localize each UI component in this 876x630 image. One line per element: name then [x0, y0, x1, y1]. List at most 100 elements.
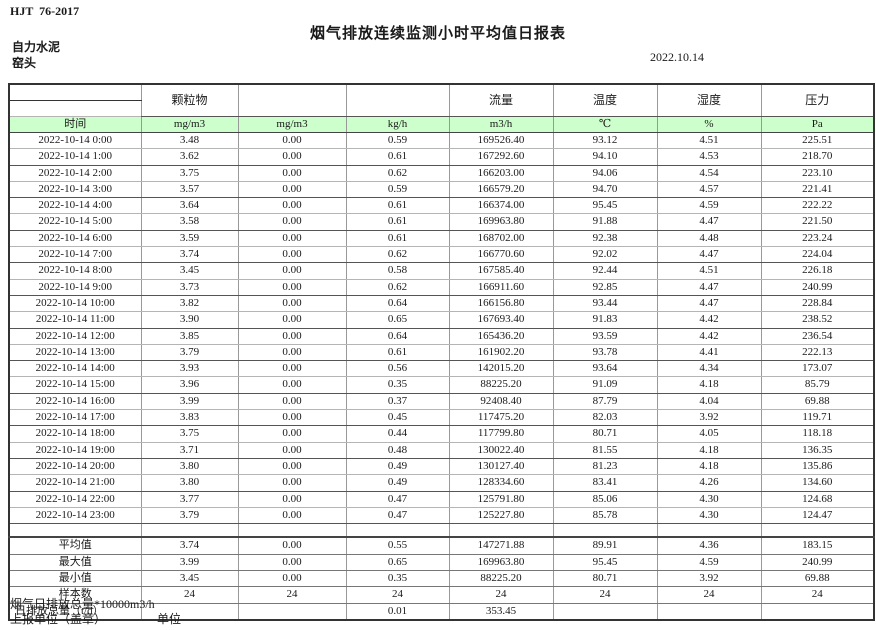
cell-pressure: 240.99: [761, 279, 875, 296]
cell-humidity: 24: [657, 586, 762, 604]
cell-kgh: 0.61: [346, 344, 450, 362]
table-row: 最小值 3.45 0.00 0.35 88225.20 80.71 3.92 6…: [9, 570, 875, 588]
cell-temperature: 85.78: [553, 507, 658, 525]
cell-flow: 166770.60: [449, 246, 554, 264]
header-cell-particulate: 颗粒物: [141, 84, 239, 117]
cell-kgh: 0.35: [346, 570, 450, 588]
cell-humidity: 4.04: [657, 393, 762, 411]
cell-temperature: 80.71: [553, 570, 658, 588]
cell-mgm3: 0.00: [238, 148, 347, 166]
unit-cell-mgm3-2: mg/m3: [238, 116, 347, 133]
cell-pressure: 221.41: [761, 181, 875, 199]
cell-pressure: 222.22: [761, 197, 875, 215]
cell-pressure: 124.47: [761, 507, 875, 525]
cell-particulate: 3.79: [141, 344, 239, 362]
report-date: 2022.10.14: [650, 50, 704, 64]
cell-humidity: 4.47: [657, 279, 762, 296]
spacer-cell: [553, 523, 658, 539]
table-row: 2022-10-14 23:00 3.79 0.00 0.47 125227.8…: [9, 507, 875, 525]
cell-time: 2022-10-14 22:00: [9, 491, 142, 508]
spacer-cell: [761, 523, 875, 539]
cell-pressure: 119.71: [761, 409, 875, 427]
standard-label: HJT 76-2017: [10, 4, 80, 18]
cell-flow: 167693.40: [449, 311, 554, 329]
table-row: 2022-10-14 13:00 3.79 0.00 0.61 161902.2…: [9, 344, 875, 362]
table-row: 2022-10-14 11:00 3.90 0.00 0.65 167693.4…: [9, 311, 875, 329]
table-row: 最大值 3.99 0.00 0.65 169963.80 95.45 4.59 …: [9, 554, 875, 571]
cell-particulate: 3.57: [141, 181, 239, 199]
cell-pressure: 223.10: [761, 165, 875, 182]
cell-humidity: 4.18: [657, 442, 762, 459]
cell-mgm3: 0.00: [238, 474, 347, 492]
cell-pressure: [761, 603, 875, 621]
cell-particulate: 3.58: [141, 213, 239, 231]
cell-mgm3: 0.00: [238, 570, 347, 588]
cell-humidity: 4.59: [657, 197, 762, 215]
cell-time: 2022-10-14 0:00: [9, 132, 142, 150]
table-row: 2022-10-14 17:00 3.83 0.00 0.45 117475.2…: [9, 409, 875, 427]
cell-mgm3: 0.00: [238, 132, 347, 150]
header-cell-flow: 流量: [449, 84, 554, 117]
cell-particulate: 3.93: [141, 360, 239, 378]
table-row: 2022-10-14 20:00 3.80 0.00 0.49 130127.4…: [9, 458, 875, 476]
cell-time: 2022-10-14 11:00: [9, 311, 142, 329]
cell-humidity: 4.36: [657, 537, 762, 555]
cell-kgh: 0.47: [346, 507, 450, 525]
cell-temperature: 87.79: [553, 393, 658, 411]
cell-pressure: 124.68: [761, 491, 875, 508]
cell-humidity: 4.18: [657, 458, 762, 476]
cell-time: 2022-10-14 9:00: [9, 279, 142, 296]
header-cell-empty-bottom: [9, 100, 142, 117]
table-row: 2022-10-14 7:00 3.74 0.00 0.62 166770.60…: [9, 246, 875, 264]
table-row: 2022-10-14 3:00 3.57 0.00 0.59 166579.20…: [9, 181, 875, 199]
cell-mgm3: 0.00: [238, 230, 347, 248]
cell-flow: 166203.00: [449, 165, 554, 182]
cell-time: 2022-10-14 10:00: [9, 295, 142, 313]
cell-time: 2022-10-14 8:00: [9, 262, 142, 280]
cell-humidity: 4.51: [657, 262, 762, 280]
cell-pressure: 136.35: [761, 442, 875, 459]
cell-temperature: 91.83: [553, 311, 658, 329]
cell-flow: 130127.40: [449, 458, 554, 476]
cell-mgm3: 0.00: [238, 442, 347, 459]
cell-mgm3: 0.00: [238, 165, 347, 182]
cell-particulate: 3.80: [141, 474, 239, 492]
cell-time: 2022-10-14 21:00: [9, 474, 142, 492]
table-row: 日排放总量（t/d） 0.01 353.45: [9, 603, 875, 621]
spacer-body: [9, 523, 875, 539]
cell-kgh: 0.65: [346, 554, 450, 571]
cell-kgh: 0.62: [346, 165, 450, 182]
cell-mgm3: 0.00: [238, 262, 347, 280]
cell-humidity: 4.42: [657, 311, 762, 329]
table-row: 2022-10-14 8:00 3.45 0.00 0.58 167585.40…: [9, 262, 875, 280]
cell-pressure: 221.50: [761, 213, 875, 231]
cell-mgm3: 0.00: [238, 425, 347, 443]
cell-kgh: 0.65: [346, 311, 450, 329]
cell-mgm3: 0.00: [238, 554, 347, 571]
cell-mgm3: 0.00: [238, 458, 347, 476]
cell-temperature: 92.85: [553, 279, 658, 296]
cell-kgh: 0.62: [346, 279, 450, 296]
cell-flow: 125227.80: [449, 507, 554, 525]
cell-flow: 117475.20: [449, 409, 554, 427]
cell-pressure: 236.54: [761, 328, 875, 345]
cell-humidity: 4.26: [657, 474, 762, 492]
cell-humidity: 3.92: [657, 570, 762, 588]
cell-humidity: 4.41: [657, 344, 762, 362]
cell-time: 2022-10-14 20:00: [9, 458, 142, 476]
header-cell-blank-2: [346, 84, 450, 117]
cell-flow: 166911.60: [449, 279, 554, 296]
cell-pressure: 228.84: [761, 295, 875, 313]
cell-mgm3: 0.00: [238, 246, 347, 264]
cell-mgm3: 0.00: [238, 213, 347, 231]
cell-kgh: 0.58: [346, 262, 450, 280]
unit-cell-kgh: kg/h: [346, 116, 450, 133]
cell-mgm3: 0.00: [238, 295, 347, 313]
cell-particulate: 3.62: [141, 148, 239, 166]
note-reporting-unit: 上报单位（盖章）: [10, 612, 107, 626]
table-row: 2022-10-14 15:00 3.96 0.00 0.35 88225.20…: [9, 376, 875, 394]
cell-flow: 168702.00: [449, 230, 554, 248]
cell-pressure: 24: [761, 586, 875, 604]
cell-particulate: 3.45: [141, 570, 239, 588]
table-row: 2022-10-14 2:00 3.75 0.00 0.62 166203.00…: [9, 165, 875, 182]
